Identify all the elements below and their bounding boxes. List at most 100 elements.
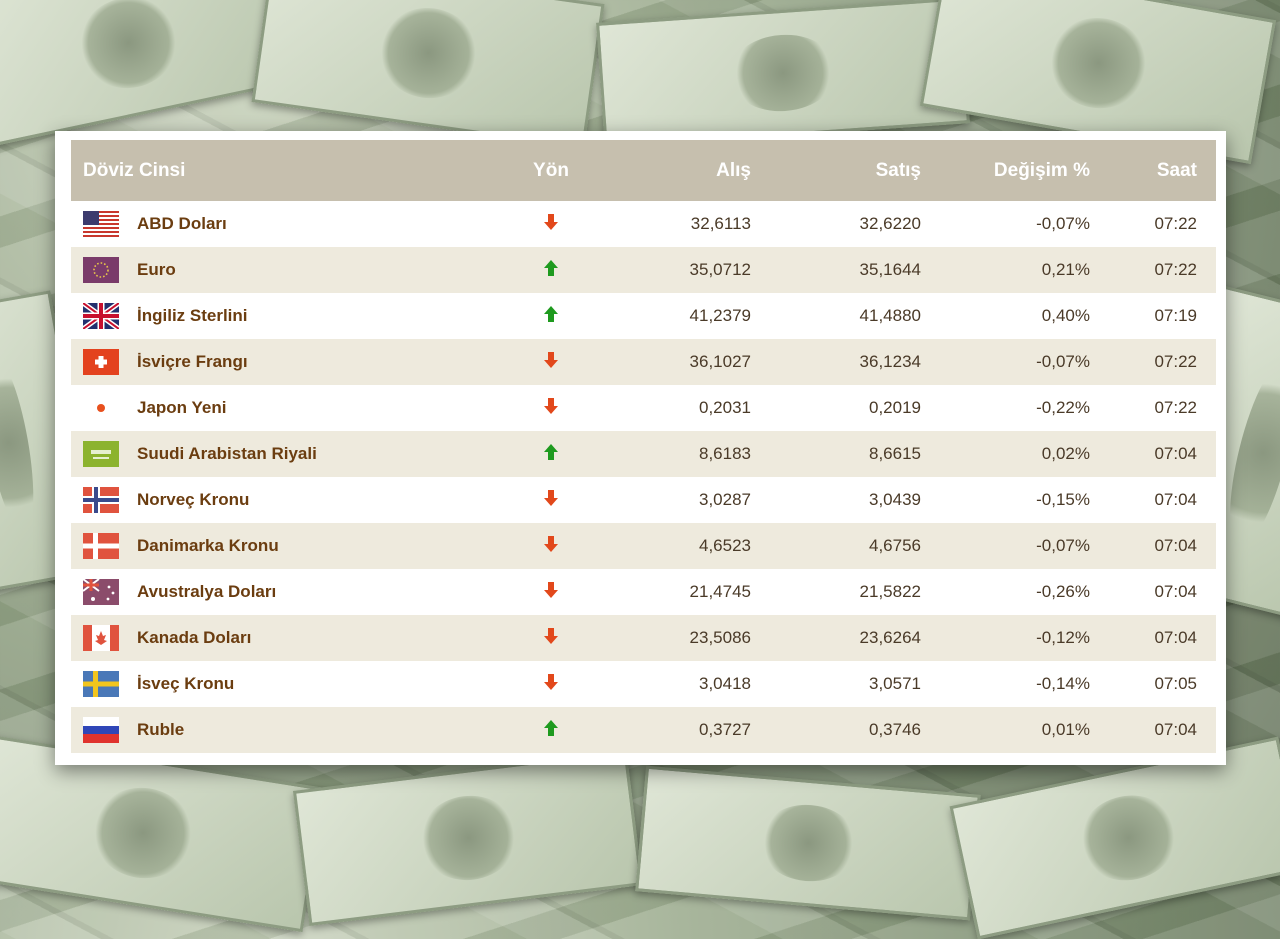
currency-cell: Japon Yeni — [71, 395, 491, 421]
time-value: 07:19 — [1154, 306, 1197, 325]
banknote-image — [949, 736, 1280, 939]
banknote-image — [251, 0, 605, 149]
table-row: Euro 35,0712 35,1644 0,21% 07:22 — [71, 247, 1216, 293]
time-value: 07:22 — [1154, 260, 1197, 279]
time-value: 07:04 — [1154, 582, 1197, 601]
change-value: -0,07% — [1036, 352, 1090, 371]
currency-name: Avustralya Doları — [137, 582, 277, 601]
table-row: Danimarka Kronu 4,6523 4,6756 -0,07% 07:04 — [71, 523, 1216, 569]
sell-value: 32,6220 — [859, 214, 921, 233]
buy-value: 4,6523 — [699, 536, 751, 555]
direction-cell — [491, 259, 611, 282]
currency-name: İngiliz Sterlini — [137, 306, 248, 325]
banknote-image — [596, 0, 970, 149]
table-row: Ruble 0,3727 0,3746 0,01% 07:04 — [71, 707, 1216, 753]
currency-cell: Suudi Arabistan Riyali — [71, 441, 491, 467]
header-time: Saat — [1156, 159, 1197, 181]
buy-value: 41,2379 — [689, 306, 751, 325]
table-row: Japon Yeni 0,2031 0,2019 -0,22% 07:22 — [71, 385, 1216, 431]
currency-name: ABD Doları — [137, 214, 227, 233]
change-value: -0,22% — [1036, 398, 1090, 417]
change-value: -0,15% — [1036, 490, 1090, 509]
change-value: -0,14% — [1036, 674, 1090, 693]
sell-value: 8,6615 — [869, 444, 921, 463]
sell-value: 0,3746 — [869, 720, 921, 739]
currency-name: Japon Yeni — [137, 398, 227, 417]
buy-value: 35,0712 — [689, 260, 751, 279]
direction-cell — [491, 489, 611, 512]
direction-cell — [491, 213, 611, 236]
currency-cell: İsviçre Frangı — [71, 349, 491, 375]
currency-name: Kanada Doları — [137, 628, 252, 647]
currency-cell: Euro — [71, 257, 491, 283]
direction-cell — [491, 719, 611, 742]
buy-value: 8,6183 — [699, 444, 751, 463]
arrow-up-icon — [543, 305, 559, 327]
currency-name: İsviçre Frangı — [137, 352, 248, 371]
time-value: 07:04 — [1154, 536, 1197, 555]
gb-flag-icon — [83, 303, 119, 329]
buy-value: 0,3727 — [699, 720, 751, 739]
sell-value: 36,1234 — [859, 352, 921, 371]
time-value: 07:05 — [1154, 674, 1197, 693]
arrow-down-icon — [543, 581, 559, 603]
arrow-down-icon — [543, 535, 559, 557]
time-value: 07:22 — [1154, 214, 1197, 233]
arrow-down-icon — [543, 673, 559, 695]
sell-value: 41,4880 — [859, 306, 921, 325]
currency-cell: İngiliz Sterlini — [71, 303, 491, 329]
change-value: -0,26% — [1036, 582, 1090, 601]
jp-flag-icon — [83, 395, 119, 421]
change-value: 0,02% — [1041, 444, 1090, 463]
currency-name: Danimarka Kronu — [137, 536, 279, 555]
banknote-image — [292, 750, 644, 926]
time-value: 07:04 — [1154, 490, 1197, 509]
table-header: Döviz Cinsi Yön Alış Satış Değişim % Saa… — [71, 140, 1216, 201]
exchange-rates-card: Döviz Cinsi Yön Alış Satış Değişim % Saa… — [55, 131, 1226, 765]
table-row: İngiliz Sterlini 41,2379 41,4880 0,40% 07:19 — [71, 293, 1216, 339]
dk-flag-icon — [83, 533, 119, 559]
buy-value: 0,2031 — [699, 398, 751, 417]
header-buy: Alış — [716, 159, 751, 181]
banknote-image — [635, 765, 981, 921]
change-value: -0,12% — [1036, 628, 1090, 647]
table-row: Suudi Arabistan Riyali 8,6183 8,6615 0,02% 0… — [71, 431, 1216, 477]
table-row: Kanada Doları 23,5086 23,6264 -0,12% 07:04 — [71, 615, 1216, 661]
direction-cell — [491, 673, 611, 696]
time-value: 07:22 — [1154, 352, 1197, 371]
time-value: 07:04 — [1154, 720, 1197, 739]
table-row: İsveç Kronu 3,0418 3,0571 -0,14% 07:05 — [71, 661, 1216, 707]
no-flag-icon — [83, 487, 119, 513]
currency-name: Norveç Kronu — [137, 490, 250, 509]
currency-cell: Kanada Doları — [71, 625, 491, 651]
arrow-down-icon — [543, 489, 559, 511]
ru-flag-icon — [83, 717, 119, 743]
currency-cell: ABD Doları — [71, 211, 491, 237]
currency-cell: İsveç Kronu — [71, 671, 491, 697]
currency-name: Suudi Arabistan Riyali — [137, 444, 317, 463]
sell-value: 35,1644 — [859, 260, 921, 279]
time-value: 07:04 — [1154, 628, 1197, 647]
buy-value: 36,1027 — [689, 352, 751, 371]
table-row: Avustralya Doları 21,4745 21,5822 -0,26% 07:… — [71, 569, 1216, 615]
eu-flag-icon — [83, 257, 119, 283]
time-value: 07:22 — [1154, 398, 1197, 417]
direction-cell — [491, 397, 611, 420]
ca-flag-icon — [83, 625, 119, 651]
currency-name: Ruble — [137, 720, 185, 739]
change-value: 0,01% — [1041, 720, 1090, 739]
se-flag-icon — [83, 671, 119, 697]
buy-value: 3,0418 — [699, 674, 751, 693]
direction-cell — [491, 581, 611, 604]
change-value: 0,21% — [1041, 260, 1090, 279]
currency-cell: Avustralya Doları — [71, 579, 491, 605]
change-value: -0,07% — [1036, 214, 1090, 233]
au-flag-icon — [83, 579, 119, 605]
currency-cell: Ruble — [71, 717, 491, 743]
sell-value: 3,0439 — [869, 490, 921, 509]
sell-value: 23,6264 — [859, 628, 921, 647]
sell-value: 4,6756 — [869, 536, 921, 555]
arrow-up-icon — [543, 259, 559, 281]
sell-value: 0,2019 — [869, 398, 921, 417]
table-row: Norveç Kronu 3,0287 3,0439 -0,15% 07:04 — [71, 477, 1216, 523]
